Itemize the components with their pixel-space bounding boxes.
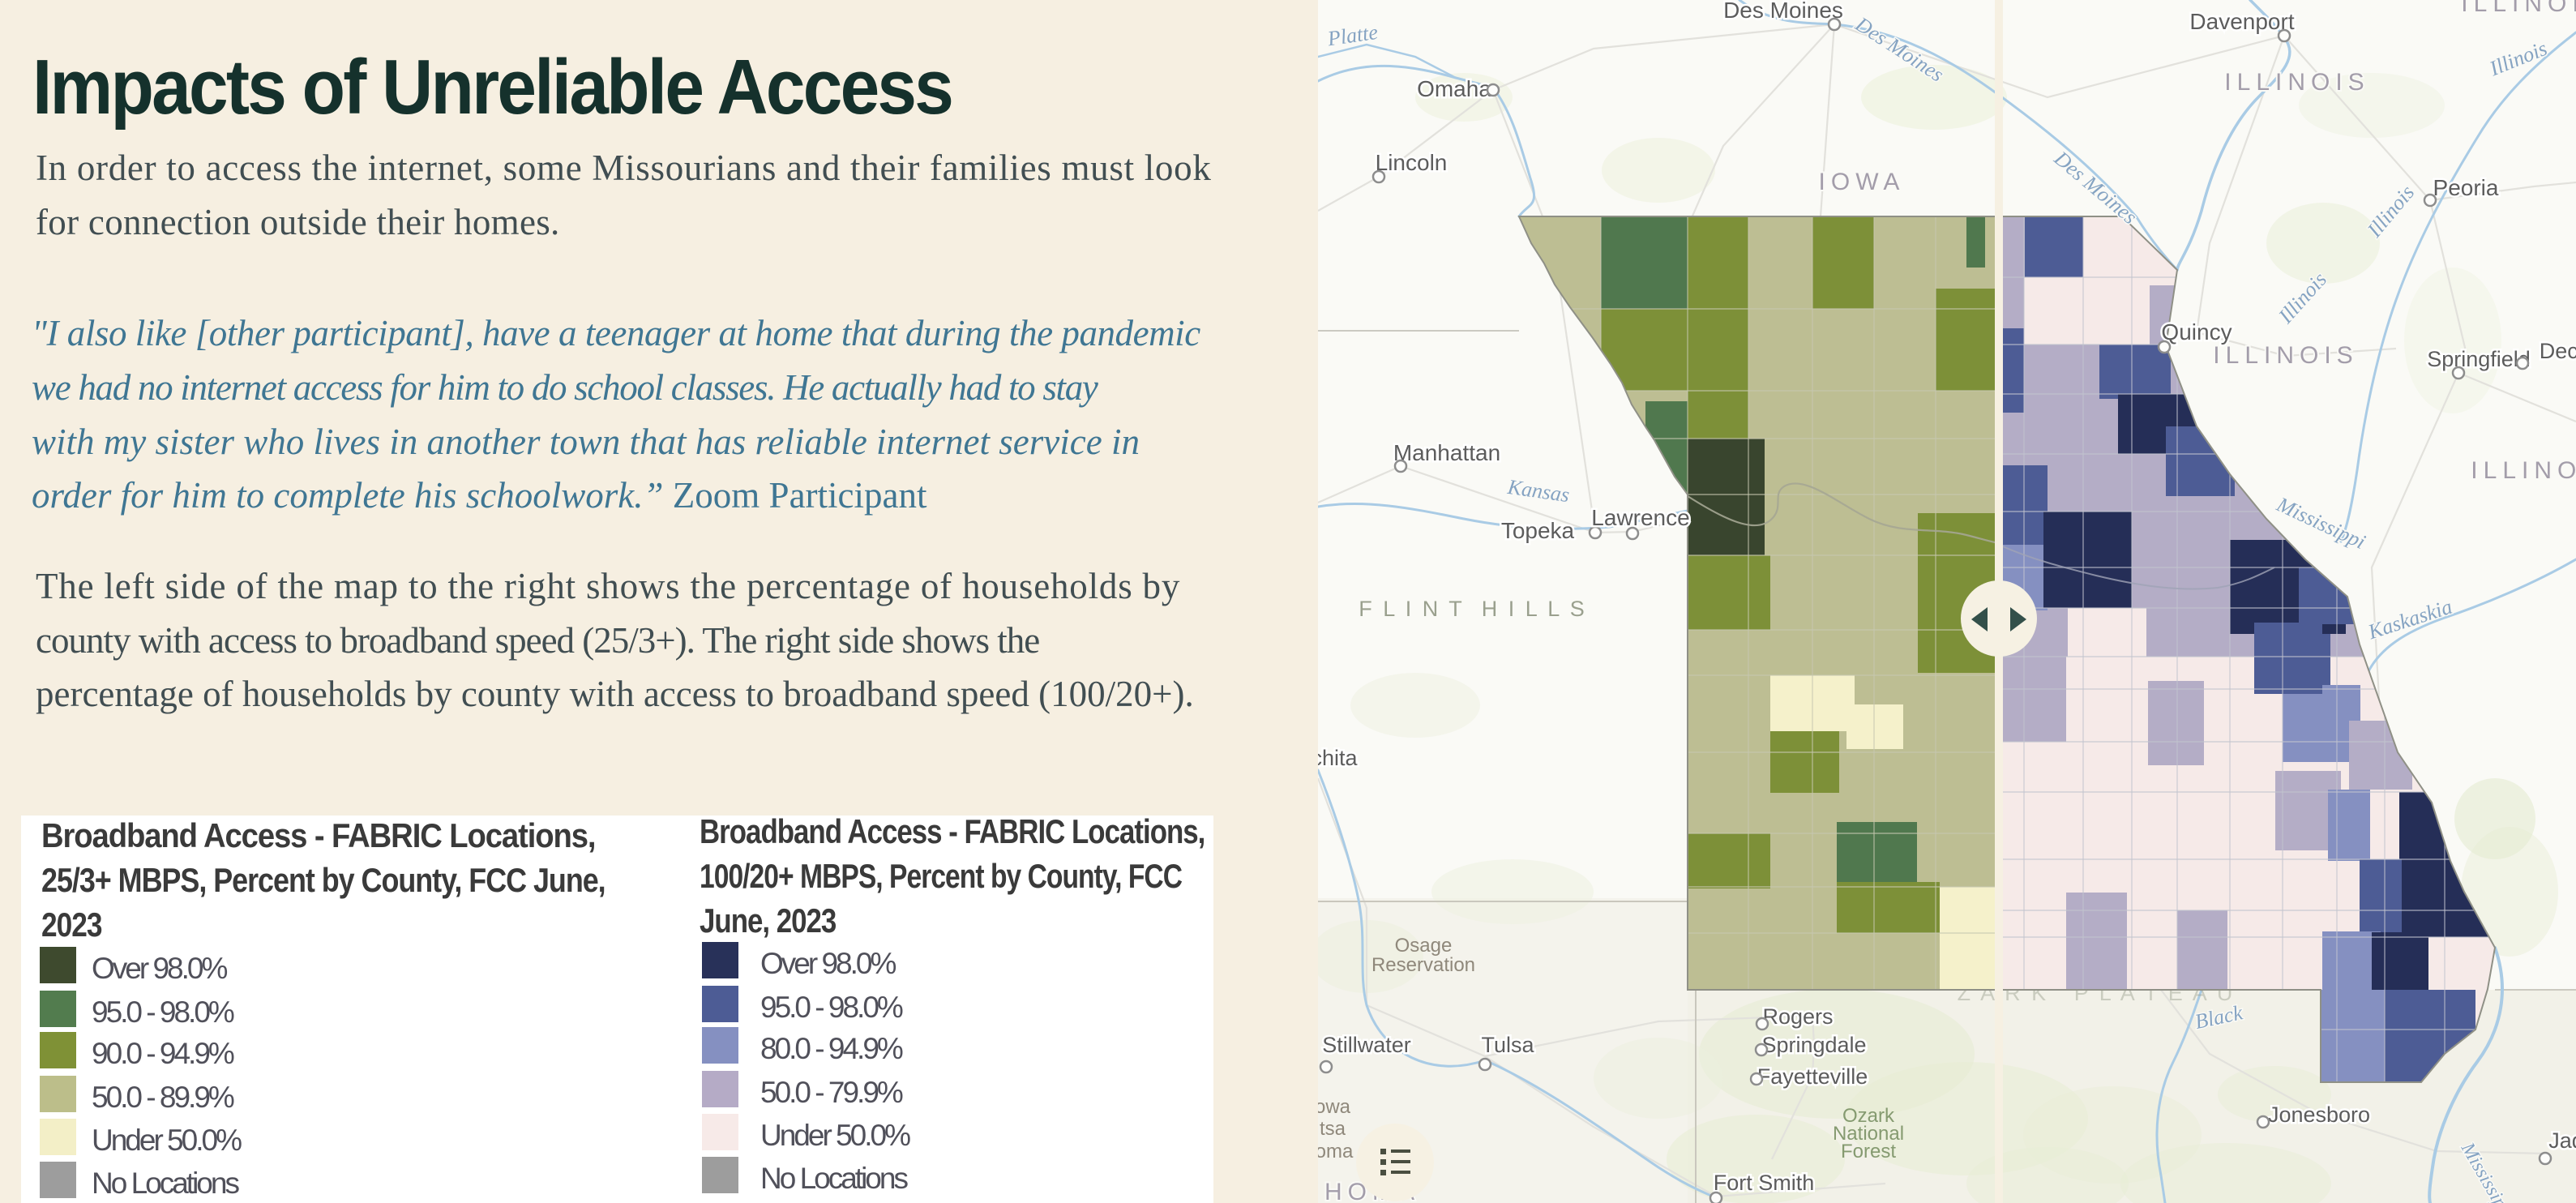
svg-text:F L I N T H I L L S: F L I N T H I L L S — [1359, 597, 1587, 621]
svg-text:Lawrence: Lawrence — [1591, 505, 1689, 530]
svg-text:Jad: Jad — [2548, 1128, 2576, 1153]
svg-text:Fort Smith: Fort Smith — [1714, 1171, 1815, 1195]
svg-text:Jonesboro: Jonesboro — [2268, 1102, 2370, 1127]
svg-text:ILLINOIS: ILLINOIS — [2224, 69, 2369, 96]
svg-text:chita: chita — [1318, 746, 1358, 770]
svg-text:ILLINOIS: ILLINOIS — [2213, 342, 2358, 369]
svg-text:Davenport: Davenport — [2189, 9, 2294, 34]
svg-text:Springfield: Springfield — [2427, 347, 2531, 371]
svg-text:Osage: Osage — [1395, 935, 1453, 957]
svg-text:Rogers: Rogers — [1762, 1004, 1833, 1029]
svg-text:Lincoln: Lincoln — [1376, 150, 1448, 175]
svg-text:Tulsa: Tulsa — [1481, 1033, 1534, 1057]
svg-text:IOWA: IOWA — [1819, 169, 1906, 195]
svg-text:Topeka: Topeka — [1501, 518, 1575, 543]
svg-text:Ozark: Ozark — [1842, 1105, 1895, 1127]
svg-text:tsa: tsa — [1320, 1118, 1346, 1140]
svg-text:Manhattan: Manhattan — [1393, 440, 1500, 465]
svg-text:Springdale: Springdale — [1761, 1033, 1866, 1057]
svg-text:Decat: Decat — [2540, 339, 2576, 363]
svg-text:Stillwater: Stillwater — [1322, 1033, 1411, 1057]
svg-text:ILLINOIS: ILLINOIS — [2461, 0, 2576, 17]
svg-text:oma: oma — [1318, 1141, 1354, 1162]
svg-text:National: National — [1833, 1123, 1904, 1145]
svg-text:Des Moines: Des Moines — [1723, 0, 1843, 23]
svg-text:Peoria: Peoria — [2433, 175, 2499, 200]
svg-text:Quincy: Quincy — [2161, 319, 2232, 345]
svg-text:Fayetteville: Fayetteville — [1757, 1064, 1868, 1089]
svg-text:owa: owa — [1318, 1096, 1351, 1118]
svg-text:Reservation: Reservation — [1371, 954, 1475, 976]
svg-text:Omaha: Omaha — [1417, 76, 1491, 101]
svg-text:Forest: Forest — [1841, 1141, 1896, 1162]
svg-text:ILLINOIS: ILLINOIS — [2471, 457, 2576, 484]
